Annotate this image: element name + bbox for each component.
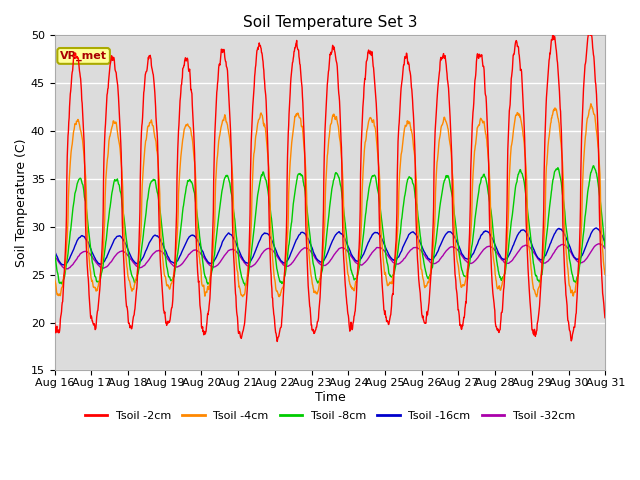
- X-axis label: Time: Time: [315, 391, 346, 404]
- Legend: Tsoil -2cm, Tsoil -4cm, Tsoil -8cm, Tsoil -16cm, Tsoil -32cm: Tsoil -2cm, Tsoil -4cm, Tsoil -8cm, Tsoi…: [81, 406, 579, 425]
- Title: Soil Temperature Set 3: Soil Temperature Set 3: [243, 15, 417, 30]
- Text: VR_met: VR_met: [60, 51, 107, 61]
- Y-axis label: Soil Temperature (C): Soil Temperature (C): [15, 139, 28, 267]
